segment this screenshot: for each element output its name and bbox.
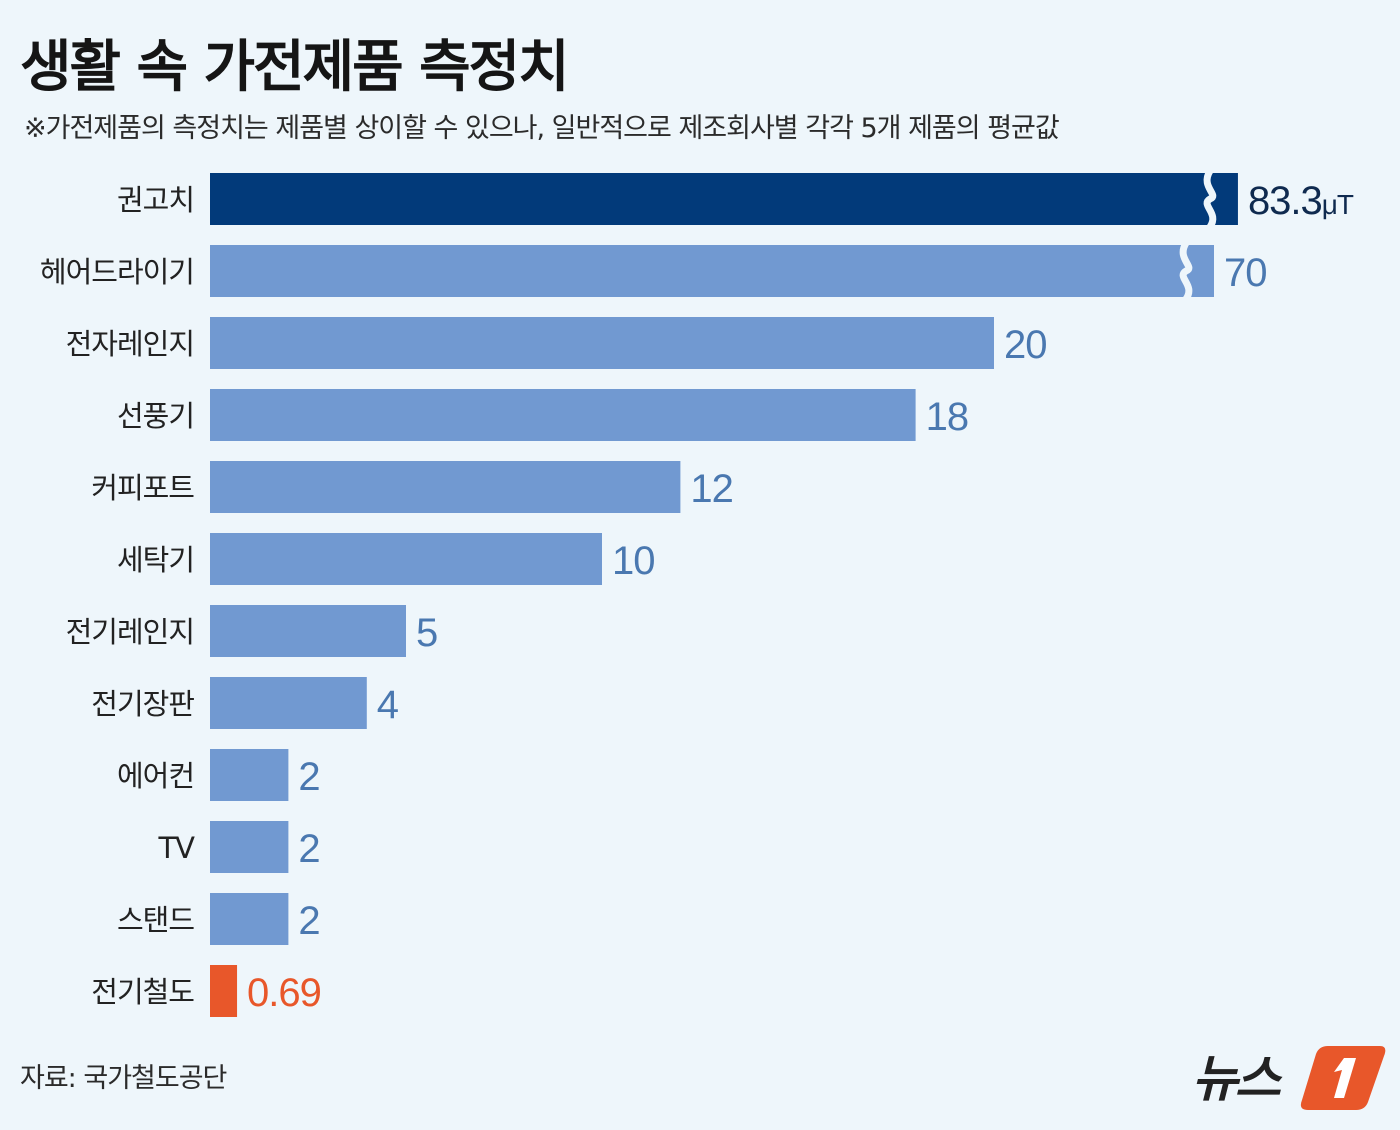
bar bbox=[210, 317, 994, 369]
category-label: TV bbox=[157, 831, 195, 865]
value-label: 2 bbox=[298, 899, 319, 943]
bar bbox=[210, 965, 238, 1017]
bar bbox=[210, 893, 289, 945]
bar bbox=[210, 461, 681, 513]
value-label: 5 bbox=[416, 611, 437, 655]
bar bbox=[210, 605, 406, 657]
category-label: 커피포트 bbox=[91, 471, 194, 505]
value-label: 18 bbox=[926, 395, 969, 439]
category-label: 전기철도 bbox=[91, 975, 194, 1009]
news1-logo: 뉴스 bbox=[1192, 1046, 1386, 1110]
category-label: 권고치 bbox=[117, 183, 194, 217]
value-label: 83.3μT bbox=[1248, 179, 1354, 223]
value-label: 0.69 bbox=[247, 971, 321, 1015]
value-label: 2 bbox=[298, 755, 319, 799]
svg-text:뉴스: 뉴스 bbox=[1192, 1050, 1283, 1108]
bar bbox=[210, 821, 289, 873]
axis-break-mark bbox=[1203, 169, 1217, 230]
axis-break-mark bbox=[1179, 241, 1193, 302]
unit-label: μT bbox=[1322, 189, 1354, 220]
bar bbox=[210, 173, 1238, 225]
bar bbox=[210, 677, 367, 729]
chart-title: 생활 속 가전제품 측정치 bbox=[20, 35, 570, 100]
category-label: 헤어드라이기 bbox=[40, 255, 194, 289]
category-label: 스탠드 bbox=[117, 903, 194, 937]
bar bbox=[210, 533, 602, 585]
value-label: 10 bbox=[612, 539, 655, 583]
chart-subtitle: ※가전제품의 측정치는 제품별 상이할 수 있으나, 일반적으로 제조회사별 각… bbox=[24, 113, 1060, 144]
category-label: 전자레인지 bbox=[66, 327, 194, 361]
bar bbox=[210, 245, 1214, 297]
category-label: 전기장판 bbox=[91, 687, 194, 721]
value-label: 70 bbox=[1224, 251, 1267, 295]
category-label: 전기레인지 bbox=[66, 615, 194, 649]
bar bbox=[210, 389, 916, 441]
value-label: 2 bbox=[298, 827, 319, 871]
bar bbox=[210, 749, 289, 801]
value-label: 4 bbox=[377, 683, 399, 727]
category-label: 세탁기 bbox=[117, 543, 194, 577]
value-label: 20 bbox=[1004, 323, 1047, 367]
category-label: 선풍기 bbox=[117, 399, 194, 433]
source-note: 자료: 국가철도공단 bbox=[20, 1063, 227, 1094]
category-label: 에어컨 bbox=[117, 759, 194, 793]
value-label: 12 bbox=[690, 467, 733, 511]
